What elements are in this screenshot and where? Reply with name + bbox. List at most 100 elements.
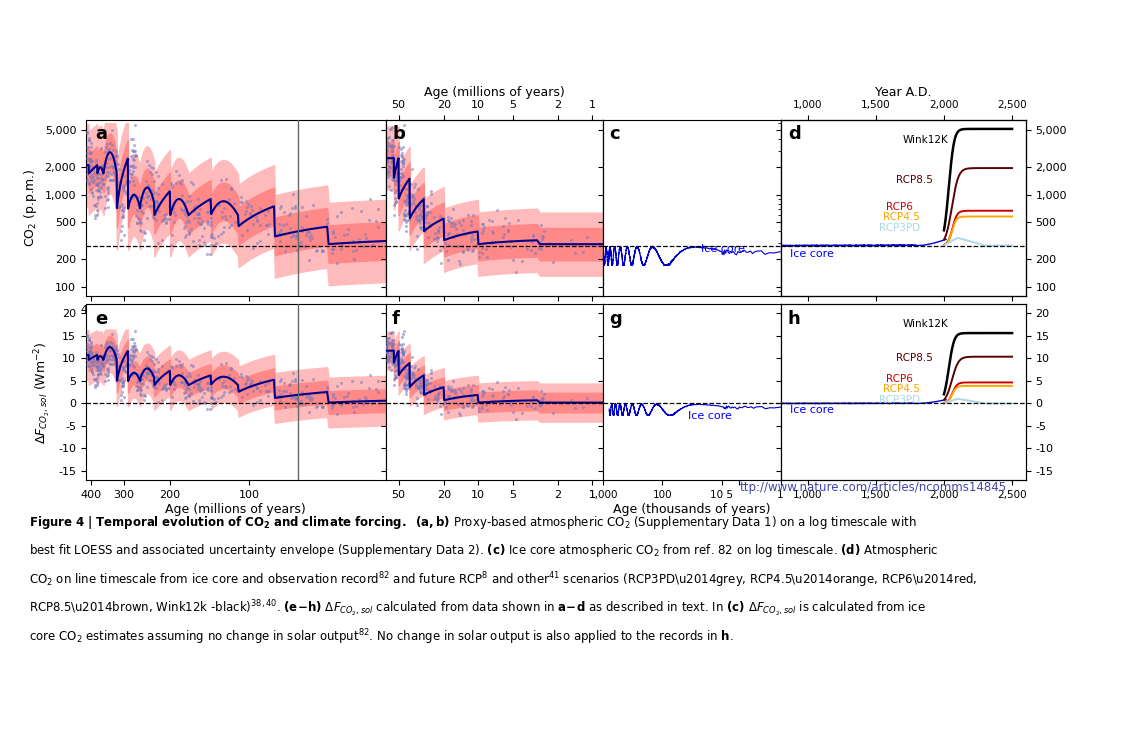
Point: [127, 380, 146, 392]
Point: [303, 391, 321, 403]
Point: [387, 356, 406, 368]
Point: [280, 209, 298, 221]
Point: [126, 350, 144, 362]
Point: [140, 374, 158, 386]
Point: [383, 173, 401, 185]
Point: [163, 375, 181, 387]
Point: [158, 213, 176, 225]
Point: [285, 202, 304, 214]
Point: [383, 343, 401, 355]
Point: [397, 216, 415, 228]
Point: [152, 360, 171, 372]
Point: [248, 382, 266, 394]
Point: [81, 341, 100, 353]
Point: [78, 168, 96, 180]
Point: [108, 344, 126, 355]
Point: [217, 357, 235, 369]
Point: [383, 326, 401, 338]
Point: [411, 220, 430, 232]
Point: [388, 154, 407, 166]
Text: $\bf{Figure\ 4\ |\ Temporal\ evolution\ of\ CO_2\ and\ climate\ forcing.}$  $\bf: $\bf{Figure\ 4\ |\ Temporal\ evolution\ …: [29, 514, 917, 531]
Point: [99, 364, 117, 376]
Point: [313, 400, 331, 412]
Point: [107, 145, 125, 157]
Point: [387, 168, 406, 180]
Point: [83, 338, 101, 350]
Point: [147, 166, 165, 178]
Point: [123, 168, 141, 180]
Point: [127, 217, 146, 229]
Point: [149, 201, 167, 213]
Point: [393, 346, 411, 358]
Point: [189, 211, 207, 223]
Point: [87, 346, 105, 358]
Point: [395, 378, 414, 390]
Point: [361, 239, 379, 251]
Point: [415, 199, 433, 211]
Point: [186, 212, 204, 224]
Point: [107, 352, 125, 364]
Point: [190, 375, 209, 387]
Point: [188, 208, 206, 220]
Point: [270, 391, 289, 403]
Point: [83, 187, 101, 199]
Point: [108, 157, 126, 169]
Point: [198, 382, 217, 394]
Point: [84, 176, 102, 188]
Point: [424, 232, 442, 244]
Point: [185, 200, 203, 212]
Point: [101, 173, 119, 185]
Point: [300, 231, 319, 243]
Point: [531, 236, 549, 248]
Point: [268, 390, 286, 402]
Point: [103, 358, 121, 370]
Point: [233, 216, 251, 228]
Point: [313, 244, 331, 256]
Text: RCP6: RCP6: [886, 374, 913, 384]
Point: [88, 209, 107, 221]
Point: [457, 228, 476, 240]
Point: [176, 203, 195, 215]
Point: [407, 206, 425, 218]
Point: [138, 366, 156, 378]
Point: [152, 234, 171, 246]
Point: [387, 184, 406, 196]
Point: [453, 398, 471, 410]
Point: [392, 346, 410, 358]
Point: [442, 381, 461, 393]
Point: [178, 391, 196, 403]
Point: [158, 382, 176, 394]
Point: [402, 368, 421, 380]
Point: [133, 192, 151, 204]
Point: [458, 244, 477, 256]
Point: [125, 154, 143, 166]
Point: [103, 337, 121, 349]
Point: [473, 242, 492, 254]
Point: [299, 226, 317, 238]
Point: [394, 125, 413, 137]
Point: [178, 370, 196, 382]
Text: c: c: [609, 125, 620, 143]
Point: [494, 231, 512, 243]
Point: [566, 248, 584, 259]
Text: ttp://www.nature.com/articles/ncomms14845: ttp://www.nature.com/articles/ncomms1484…: [739, 482, 1006, 494]
Point: [198, 214, 217, 226]
Point: [123, 344, 141, 355]
Point: [162, 398, 180, 410]
Point: [96, 341, 115, 353]
Point: [172, 361, 190, 373]
Point: [152, 178, 171, 190]
Point: [134, 389, 152, 401]
Point: [398, 214, 416, 226]
Point: [178, 205, 196, 217]
Point: [386, 361, 405, 373]
Point: [113, 205, 132, 217]
Point: [429, 389, 447, 401]
Point: [116, 179, 134, 191]
Point: [377, 342, 395, 354]
Point: [120, 359, 139, 371]
Point: [418, 392, 437, 404]
Point: [78, 147, 96, 159]
Point: [427, 232, 446, 244]
Point: [411, 374, 430, 386]
